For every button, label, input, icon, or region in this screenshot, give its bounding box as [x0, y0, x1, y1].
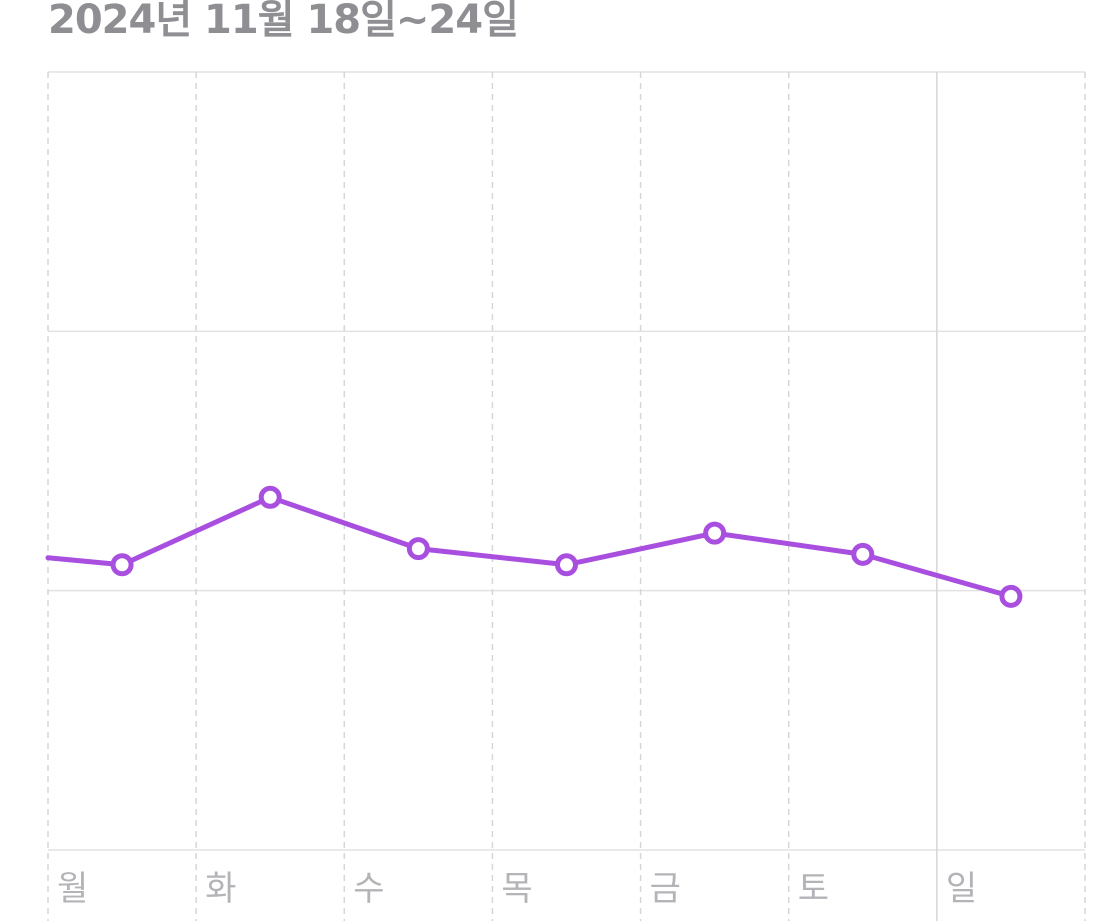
- x-tick-label-0: 월: [57, 869, 88, 909]
- x-tick-label-3: 목: [501, 869, 532, 909]
- data-point-1[interactable]: [258, 485, 282, 509]
- x-tick-label-5: 토: [798, 869, 829, 909]
- series-line: [45, 494, 1014, 599]
- x-tick-label-4: 금: [650, 869, 681, 909]
- x-tick-label-6: 일: [946, 869, 977, 909]
- data-point-0[interactable]: [110, 553, 134, 577]
- data-point-2[interactable]: [406, 537, 430, 561]
- x-tick-label-1: 화: [205, 869, 236, 909]
- data-point-4[interactable]: [703, 521, 727, 545]
- data-point-6[interactable]: [999, 584, 1023, 608]
- date-range-title: 2024년 11월 18일~24일: [48, 0, 519, 43]
- data-point-5[interactable]: [851, 542, 875, 566]
- x-tick-label-2: 수: [353, 869, 384, 909]
- data-point-3[interactable]: [555, 553, 578, 577]
